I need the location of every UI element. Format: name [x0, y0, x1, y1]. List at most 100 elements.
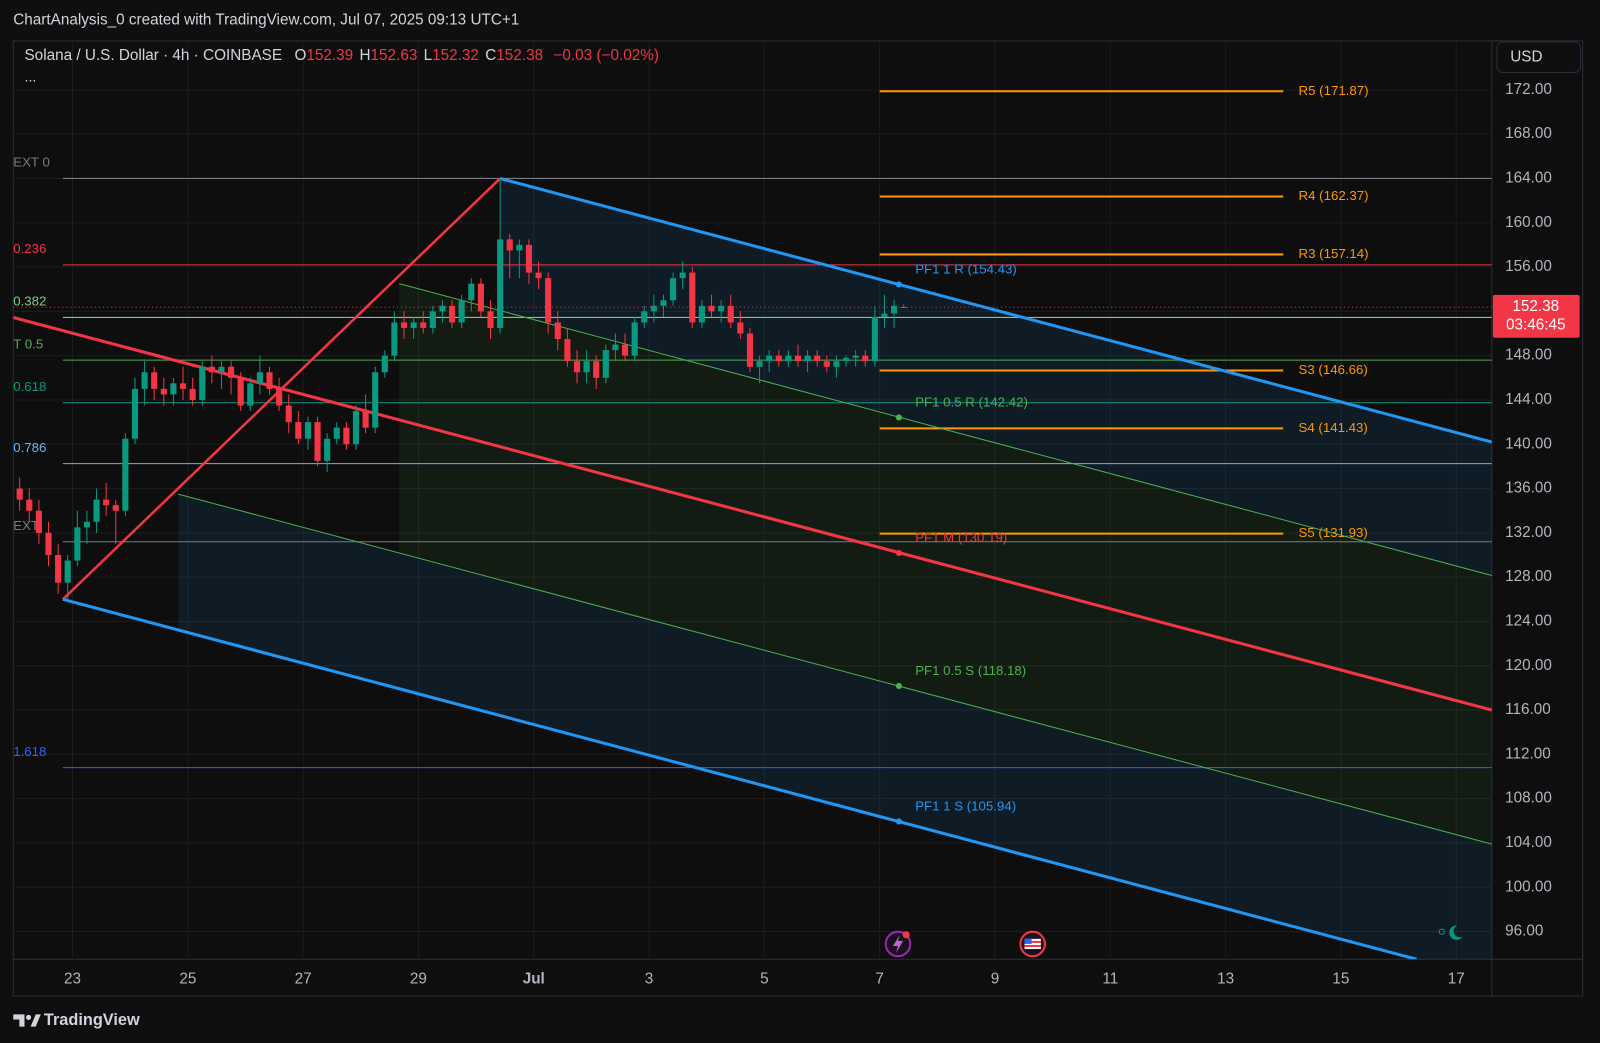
candle-body [871, 316, 878, 362]
x-tick-label: 3 [645, 971, 654, 988]
candle-body [333, 427, 340, 439]
candle-body [160, 388, 167, 395]
candle-body [689, 272, 696, 323]
y-tick-label: 116.00 [1505, 701, 1551, 718]
x-tick-label: 23 [64, 971, 81, 988]
x-tick-label: 17 [1448, 971, 1465, 988]
price-tag [1492, 294, 1580, 338]
candle-body [727, 305, 734, 323]
candle-body [737, 322, 744, 334]
ohlc-prefix: C [485, 47, 496, 64]
pitchfork-line [178, 493, 1492, 845]
more[interactable]: ... [24, 69, 36, 85]
candle-body [641, 311, 648, 323]
x-tick-label: 29 [410, 971, 427, 988]
logo-shape [13, 1014, 25, 1027]
candle-body [775, 355, 782, 362]
candle-body [679, 272, 686, 279]
price-tag-countdown: 03:46:45 [1506, 317, 1566, 334]
candle-body [650, 305, 657, 312]
pitchfork-point [895, 549, 902, 556]
ohlc-value: 152.38 [496, 47, 543, 64]
candle-body [420, 322, 427, 328]
candle-body [35, 510, 42, 533]
currency[interactable]: USD [1510, 48, 1542, 65]
y-tick-label: 128.00 [1505, 568, 1552, 585]
candle-body [285, 405, 292, 423]
candle-body [26, 499, 33, 511]
brand-logo [13, 1014, 41, 1027]
pitchfork-label: PF1 1 S (105.94) [915, 799, 1016, 814]
y-tick-label: 160.00 [1505, 214, 1552, 231]
candle-body [141, 372, 148, 389]
candle-body [535, 272, 542, 279]
candle-body [525, 244, 533, 273]
y-tick-label: 100.00 [1505, 878, 1552, 895]
candle-body [891, 305, 898, 314]
fib-label: 0.618 [13, 379, 46, 394]
x-tick-label: 25 [179, 971, 196, 988]
candle-body [352, 411, 360, 445]
pitchfork-line [399, 283, 1492, 576]
candle-body [660, 300, 667, 306]
candle-body [131, 388, 139, 439]
y-tick-label: 112.00 [1505, 745, 1551, 762]
candle-body [237, 377, 244, 406]
candle-body [487, 311, 494, 328]
x-tick-label: 27 [295, 971, 312, 988]
candle-body [708, 305, 715, 312]
candle-body [631, 322, 638, 356]
pivot-label: R4 (162.37) [1299, 188, 1369, 203]
candle-body [314, 422, 321, 461]
channel-fill [178, 494, 1492, 960]
candle-body [362, 411, 369, 428]
candle-body [266, 372, 273, 389]
x-tick-label: Jul [523, 971, 545, 988]
y-tick-label: 144.00 [1505, 391, 1552, 408]
candle-body [228, 366, 235, 378]
candle-body [83, 521, 90, 528]
sun [1438, 928, 1445, 935]
candle-body [573, 361, 581, 373]
y-tick-label: 104.00 [1505, 834, 1552, 851]
y-tick-label: 132.00 [1505, 524, 1552, 541]
fib-label: EXT 0 [13, 155, 50, 170]
candle-body [372, 372, 379, 428]
candle-body [45, 532, 52, 556]
candle-body [804, 355, 811, 362]
ohlc-value: 152.39 [306, 47, 353, 64]
event-dot [902, 931, 910, 939]
candle-body [208, 366, 215, 373]
channel-fill [500, 178, 1492, 576]
candle-body [429, 311, 436, 328]
pivot-label: R3 (157.14) [1299, 246, 1369, 261]
moon[interactable] [1449, 925, 1463, 940]
ohlc-value: 152.32 [432, 47, 479, 64]
event-icons [884, 925, 1463, 958]
pitchfork-line [499, 176, 1492, 444]
candle-body [218, 366, 225, 373]
candle-body [449, 305, 456, 323]
candle-body [410, 322, 417, 328]
flag-canton [1024, 938, 1032, 944]
candle-body [170, 383, 177, 395]
chart-frame [12, 40, 1584, 997]
fib-label: EXT [13, 518, 39, 533]
candle-body [814, 355, 821, 362]
flag-stripe [1024, 944, 1041, 948]
candle-body [74, 527, 81, 561]
candle-body [545, 278, 552, 323]
candle-body [862, 355, 869, 362]
candle-body [304, 422, 311, 439]
candle-body [823, 361, 830, 367]
candle-body [103, 499, 110, 506]
candle-body [516, 244, 523, 251]
x-tick-label: 9 [991, 971, 1000, 988]
candle-body [16, 488, 23, 500]
candle-body [247, 383, 254, 406]
currency-button[interactable] [1496, 41, 1582, 74]
pitchfork-point [895, 682, 902, 689]
fib-label: 1.618 [13, 744, 46, 759]
candle-body [718, 305, 725, 312]
